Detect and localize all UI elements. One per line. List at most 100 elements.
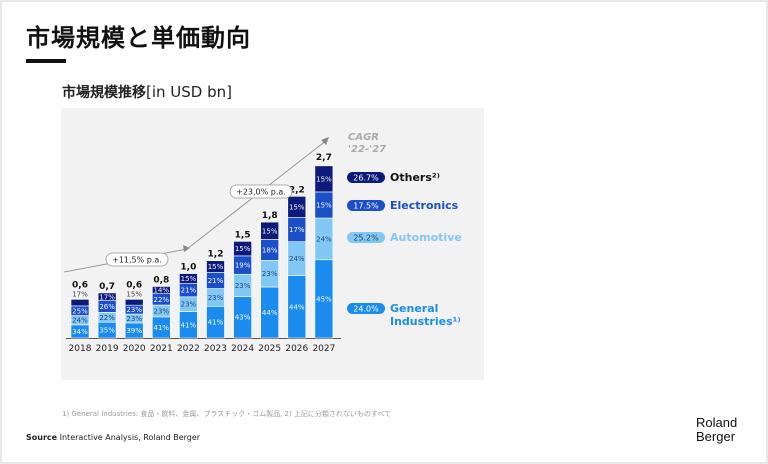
share-label: 14% bbox=[154, 287, 170, 295]
share-label: 45% bbox=[316, 295, 332, 303]
share-label: 22% bbox=[154, 296, 170, 304]
share-label: 35% bbox=[99, 327, 115, 335]
legend-label: Others²⁾ bbox=[390, 171, 440, 184]
x-tick-label: 2020 bbox=[123, 344, 146, 354]
total-label: 0,7 bbox=[99, 282, 115, 292]
cagr-annotation-text: +11,5% p.a. bbox=[112, 256, 162, 265]
cagr-annotation-text: +23,0% p.a. bbox=[236, 188, 286, 197]
x-tick-label: 2018 bbox=[69, 344, 92, 354]
share-label: 15% bbox=[316, 201, 332, 209]
share-label: 41% bbox=[208, 319, 224, 327]
total-label: 1,8 bbox=[262, 211, 278, 221]
source-line: Source Interactive Analysis, Roland Berg… bbox=[26, 433, 200, 442]
share-label: 34% bbox=[72, 328, 88, 336]
total-label: 1,2 bbox=[208, 250, 224, 260]
bar-segment-others bbox=[97, 292, 117, 301]
total-label: 2,2 bbox=[289, 185, 305, 195]
roland-berger-logo: Roland Berger bbox=[696, 416, 737, 444]
share-label: 23% bbox=[235, 282, 251, 290]
share-label: 21% bbox=[208, 277, 224, 285]
logo-line-1: Roland bbox=[696, 415, 738, 430]
legend-cagr-value: 17.5% bbox=[353, 202, 379, 211]
share-label: 23% bbox=[126, 306, 142, 314]
bar-segment-others bbox=[206, 260, 225, 273]
cagr-annotation-pill bbox=[229, 184, 293, 199]
x-tick-label: 2019 bbox=[96, 344, 119, 354]
share-label: 24% bbox=[72, 317, 88, 325]
x-tick-label: 2022 bbox=[177, 344, 200, 354]
share-label: 43% bbox=[235, 314, 251, 322]
legend-cagr-value: 25.2% bbox=[353, 234, 379, 243]
total-label: 2,7 bbox=[316, 153, 332, 163]
cagr-annotation-pill bbox=[105, 252, 169, 267]
legend-cagr-pill bbox=[347, 303, 385, 314]
bar-segment-others bbox=[233, 241, 252, 257]
legend-title-line-1: CAGR bbox=[348, 132, 379, 143]
share-label: 15% bbox=[126, 290, 142, 298]
share-label: 15% bbox=[181, 275, 197, 283]
x-tick-label: 2023 bbox=[204, 344, 227, 354]
bar-segment-others bbox=[260, 221, 280, 240]
subtitle-text: 市場規模推移 bbox=[62, 85, 146, 101]
share-label: 24% bbox=[316, 235, 332, 243]
bar-segment-others bbox=[179, 273, 198, 284]
arrowhead-1 bbox=[183, 245, 190, 252]
subtitle-unit: [in USD bn] bbox=[146, 83, 232, 101]
legend-title-line-2: '22-'27 bbox=[348, 144, 386, 155]
total-label: 0,6 bbox=[126, 280, 142, 290]
logo-line-2: Berger bbox=[696, 429, 736, 444]
share-label: 24% bbox=[289, 255, 305, 263]
legend-cagr-pill bbox=[347, 200, 385, 211]
total-label: 0,8 bbox=[153, 275, 169, 285]
legend-label: Industries¹⁾ bbox=[390, 315, 461, 328]
share-label: 15% bbox=[262, 227, 278, 235]
share-label: 17% bbox=[289, 226, 305, 234]
total-label: 1,0 bbox=[180, 263, 196, 273]
page-title: 市場規模と単価動向 bbox=[26, 24, 251, 52]
share-label: 15% bbox=[235, 245, 251, 253]
x-tick-label: 2021 bbox=[150, 344, 173, 354]
share-label: 25% bbox=[72, 307, 88, 315]
share-label: 15% bbox=[289, 203, 305, 211]
share-label: 26% bbox=[99, 303, 115, 311]
bar-segment-others bbox=[124, 299, 144, 306]
bar-segment-others bbox=[152, 286, 171, 294]
x-tick-label: 2025 bbox=[258, 344, 281, 354]
share-label: 44% bbox=[262, 309, 278, 317]
share-label: 23% bbox=[126, 315, 142, 323]
total-label: 0,6 bbox=[72, 280, 88, 290]
share-label: 17% bbox=[72, 290, 88, 298]
total-label: 1,5 bbox=[235, 230, 251, 240]
legend-cagr-value: 26.7% bbox=[353, 174, 379, 183]
share-label: 23% bbox=[208, 294, 224, 302]
legend-cagr-value: 24.0% bbox=[353, 305, 379, 314]
share-label: 39% bbox=[126, 327, 142, 335]
chart-subtitle: 市場規模推移[in USD bn] bbox=[62, 82, 232, 102]
share-label: 41% bbox=[154, 324, 170, 332]
share-label: 21% bbox=[181, 287, 197, 295]
share-label: 41% bbox=[181, 321, 197, 329]
share-label: 18% bbox=[262, 246, 278, 254]
share-label: 17% bbox=[99, 293, 115, 301]
share-label: 23% bbox=[262, 270, 278, 278]
bar-segment-others bbox=[287, 196, 307, 218]
x-tick-label: 2027 bbox=[312, 344, 335, 354]
legend-label: General bbox=[390, 302, 438, 315]
legend-label: Electronics bbox=[390, 199, 459, 212]
source-text: Interactive Analysis, Roland Berger bbox=[59, 433, 201, 442]
arrowhead-2 bbox=[321, 137, 329, 145]
share-label: 23% bbox=[154, 307, 170, 315]
bar-segment-others bbox=[314, 165, 334, 193]
share-label: 15% bbox=[208, 263, 224, 271]
legend-cagr-pill bbox=[347, 232, 385, 243]
share-label: 15% bbox=[316, 175, 332, 183]
legend-label: Automotive bbox=[390, 231, 462, 244]
title-underline bbox=[26, 59, 66, 63]
footnote: 1) General Industries: 食品・飲料、金属、プラスチック・ゴ… bbox=[62, 410, 392, 418]
x-tick-label: 2026 bbox=[285, 344, 308, 354]
share-label: 19% bbox=[235, 262, 251, 270]
legend-cagr-pill bbox=[347, 172, 385, 183]
share-label: 22% bbox=[99, 314, 115, 322]
